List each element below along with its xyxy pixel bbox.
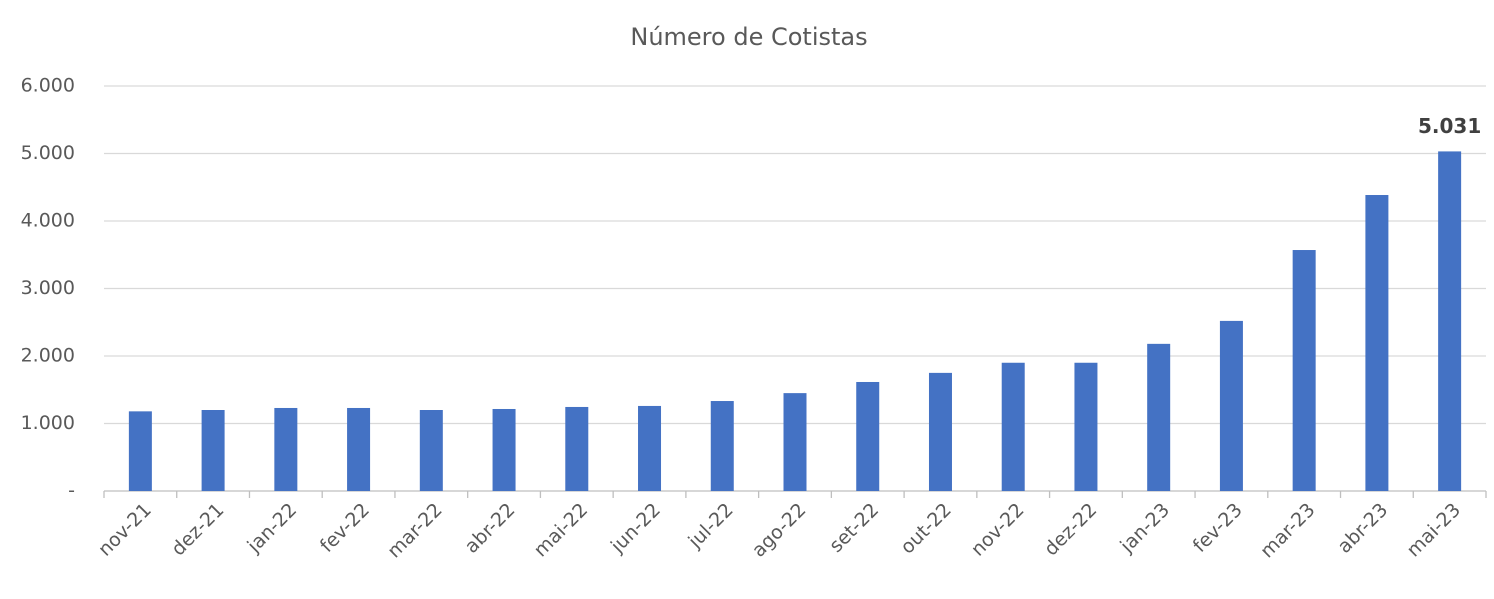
bar <box>1147 343 1171 491</box>
x-tick-label: set-22 <box>825 499 883 557</box>
x-tick-label: jun-22 <box>606 499 665 558</box>
x-tick-label: nov-21 <box>94 499 156 561</box>
x-tick-label: mai-22 <box>530 499 593 562</box>
x-tick-label: jan-23 <box>1115 499 1174 558</box>
bar <box>856 381 880 491</box>
y-tick-label: - <box>68 480 75 502</box>
x-tick-label: jan-22 <box>243 499 302 558</box>
bar <box>1292 250 1316 491</box>
x-tick-label: dez-22 <box>1040 499 1101 560</box>
x-tick-label: mar-23 <box>1256 499 1319 562</box>
bar <box>274 407 298 491</box>
bar <box>1219 320 1243 491</box>
bar <box>565 406 589 491</box>
bar <box>783 393 807 491</box>
x-tick-label: nov-22 <box>967 499 1029 561</box>
x-tick-label: fev-23 <box>1189 499 1247 557</box>
x-tick-label: jul-22 <box>683 499 737 553</box>
y-tick-label: 3.000 <box>21 277 75 299</box>
y-tick-label: 1.000 <box>21 412 75 434</box>
bar <box>1001 362 1025 491</box>
y-tick-label: 2.000 <box>21 345 75 367</box>
bar <box>1074 362 1098 491</box>
x-tick-label: mai-23 <box>1402 499 1465 562</box>
y-tick-label: 5.000 <box>21 142 75 164</box>
bar <box>638 405 662 491</box>
bar <box>128 411 152 491</box>
x-tick-label: abr-23 <box>1333 499 1392 558</box>
bar <box>201 410 225 491</box>
chart-title: Número de Cotistas <box>630 23 867 51</box>
x-tick-label: fev-22 <box>316 499 374 557</box>
bar <box>492 408 516 491</box>
x-tick-label: abr-22 <box>461 499 520 558</box>
x-tick-label: out-22 <box>896 499 956 559</box>
bar <box>1438 151 1462 491</box>
bar <box>347 407 371 491</box>
data-label: 5.031 <box>1418 114 1481 138</box>
x-tick-label: mar-22 <box>383 499 446 562</box>
bar <box>1365 195 1389 491</box>
y-tick-label: 4.000 <box>21 210 75 232</box>
x-tick-label: dez-21 <box>167 499 228 560</box>
y-tick-label: 6.000 <box>21 75 75 97</box>
x-tick-label: ago-22 <box>748 499 811 562</box>
bar <box>710 401 734 491</box>
bar <box>928 372 952 491</box>
bar <box>419 410 443 491</box>
